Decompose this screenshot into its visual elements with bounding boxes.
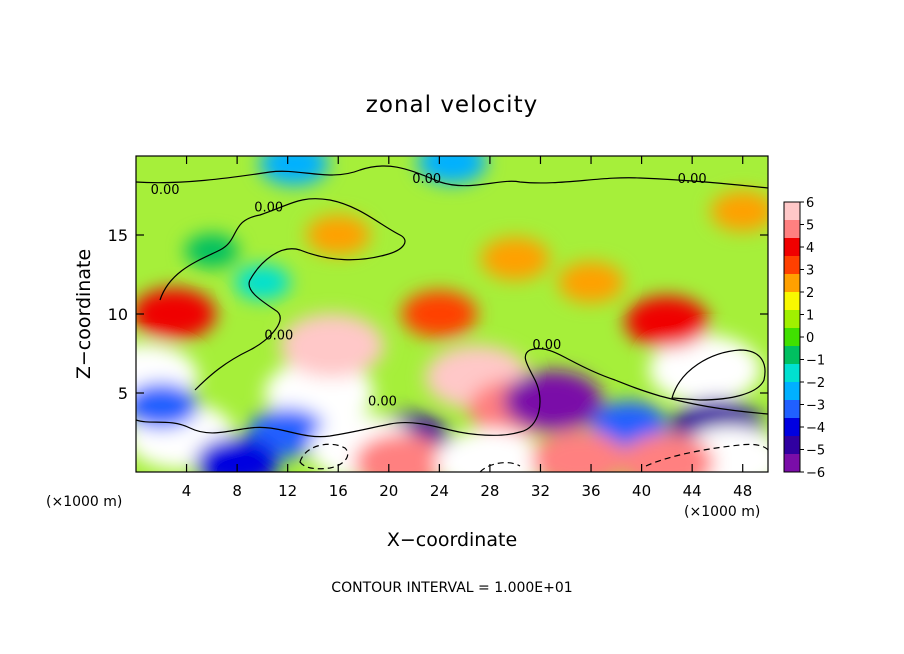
- colorbar-swatch-3: [784, 256, 800, 275]
- colorbar-tick-label-0: 6: [806, 196, 814, 211]
- x-tick-label-20: 20: [379, 482, 398, 500]
- contour-labels: 0.00 0.00 0.00 0.00 0.00 0.00 0.00: [151, 172, 707, 410]
- colorbar-swatch-0: [784, 202, 800, 221]
- y-tick-label-5: 5: [118, 384, 128, 403]
- y-tick-label-10: 10: [108, 305, 128, 324]
- field-feature-27: [435, 429, 545, 472]
- field-feature-21: [503, 370, 603, 432]
- colorbar-swatch-13: [784, 436, 800, 455]
- field-feature-19: [248, 408, 328, 457]
- field-feature-11: [558, 261, 625, 303]
- contour-label-0: 0.00: [151, 183, 180, 198]
- contour-label-5: 0.00: [368, 395, 397, 410]
- colorbar-tick-label-5: 1: [806, 309, 814, 324]
- velocity-field: [136, 156, 768, 472]
- field-feature-10: [480, 237, 550, 281]
- x-tick-label-40: 40: [632, 482, 651, 500]
- field-feature-16: [259, 156, 329, 186]
- colorbar-tick-label-11: −5: [806, 444, 825, 459]
- chart-title: zonal velocity: [366, 92, 538, 118]
- y-axis: 5 10 15: [108, 226, 768, 403]
- contour-label-6: 0.00: [532, 338, 561, 353]
- colorbar-swatch-10: [784, 382, 800, 401]
- x-axis: 4 8 12 16 20 24 28 32 36 40 44 48: [182, 156, 752, 500]
- field-feature-4: [279, 313, 384, 378]
- x-tick-label-32: 32: [531, 482, 550, 500]
- contour-label-2: 0.00: [412, 172, 441, 187]
- dashed-contour-3: [479, 462, 521, 472]
- colorbar-swatch-5: [784, 292, 800, 311]
- colorbar-swatch-8: [784, 346, 800, 365]
- field-feature-14: [184, 233, 239, 268]
- solid-contour-right: [671, 349, 766, 401]
- contour-label-4: 0.00: [264, 328, 293, 343]
- colorbar-swatch-9: [784, 364, 800, 383]
- field-feature-12: [306, 215, 371, 255]
- colorbar-swatch-1: [784, 220, 800, 239]
- x-tick-label-8: 8: [232, 482, 242, 500]
- field-feature-9: [401, 290, 478, 338]
- x-tick-label-28: 28: [480, 482, 499, 500]
- contour-label-3: 0.00: [678, 172, 707, 187]
- field-feature-30: [619, 433, 714, 472]
- colorbar-swatch-6: [784, 310, 800, 329]
- colorbar-swatch-14: [784, 454, 800, 473]
- zero-contour-lower: [136, 348, 768, 438]
- field-feature-13: [710, 191, 768, 232]
- contour-interval-note: CONTOUR INTERVAL = 1.000E+01: [331, 580, 572, 596]
- colorbar-swatch-2: [784, 238, 800, 257]
- x-unit-label-left: (×1000 m): [46, 494, 122, 510]
- field-feature-17: [417, 156, 487, 184]
- field-feature-24: [195, 436, 280, 472]
- field-feature-28: [531, 430, 626, 472]
- colorbar-swatch-4: [784, 274, 800, 293]
- x-tick-label-4: 4: [182, 482, 192, 500]
- dashed-contour-2: [645, 443, 768, 467]
- colorbar-tick-label-3: 3: [806, 264, 814, 279]
- colorbar-tick-label-9: −3: [806, 399, 825, 414]
- x-tick-label-16: 16: [329, 482, 348, 500]
- colorbar-tick-label-6: 0: [806, 331, 814, 346]
- field-feature-15: [234, 264, 291, 300]
- colorbar-tick-label-4: 2: [806, 286, 814, 301]
- colorbar-swatch-7: [784, 328, 800, 347]
- x-tick-label-12: 12: [278, 482, 297, 500]
- field-feature-0: [136, 288, 216, 340]
- plot-area: 0.00 0.00 0.00 0.00 0.00 0.00 0.00: [136, 156, 768, 472]
- x-unit-label-right: (×1000 m): [684, 504, 760, 520]
- dashed-contour-1: [299, 443, 349, 470]
- contour-label-1: 0.00: [254, 200, 283, 215]
- colorbar-tick-label-7: −1: [806, 354, 825, 369]
- colorbar-swatch-11: [784, 400, 800, 419]
- field-feature-8: [624, 295, 709, 348]
- colorbar-tick-label-12: −6: [806, 466, 825, 481]
- y-tick-label-15: 15: [108, 226, 128, 245]
- x-tick-label-24: 24: [430, 482, 449, 500]
- x-tick-label-36: 36: [581, 482, 600, 500]
- contour-lines: [136, 165, 768, 472]
- colorbar-tick-label-8: −2: [806, 376, 825, 391]
- field-feature-18: [136, 382, 199, 429]
- zero-contour-upper-left: [159, 198, 406, 391]
- colorbar-swatch-12: [784, 418, 800, 437]
- zero-contour-top: [136, 165, 768, 189]
- colorbar-tick-label-1: 5: [806, 219, 814, 234]
- colorbar-tick-label-10: −4: [806, 421, 825, 436]
- x-tick-label-48: 48: [733, 482, 752, 500]
- field-feature-26: [354, 433, 449, 472]
- x-tick-label-44: 44: [683, 482, 702, 500]
- y-axis-label: Z−coordinate: [73, 249, 95, 379]
- colorbar-tick-label-2: 4: [806, 241, 814, 256]
- x-axis-label: X−coordinate: [387, 529, 517, 551]
- colorbar: 6 5 4 3 2 1 0 −1 −2 −3 −4 −5 −6: [783, 196, 825, 481]
